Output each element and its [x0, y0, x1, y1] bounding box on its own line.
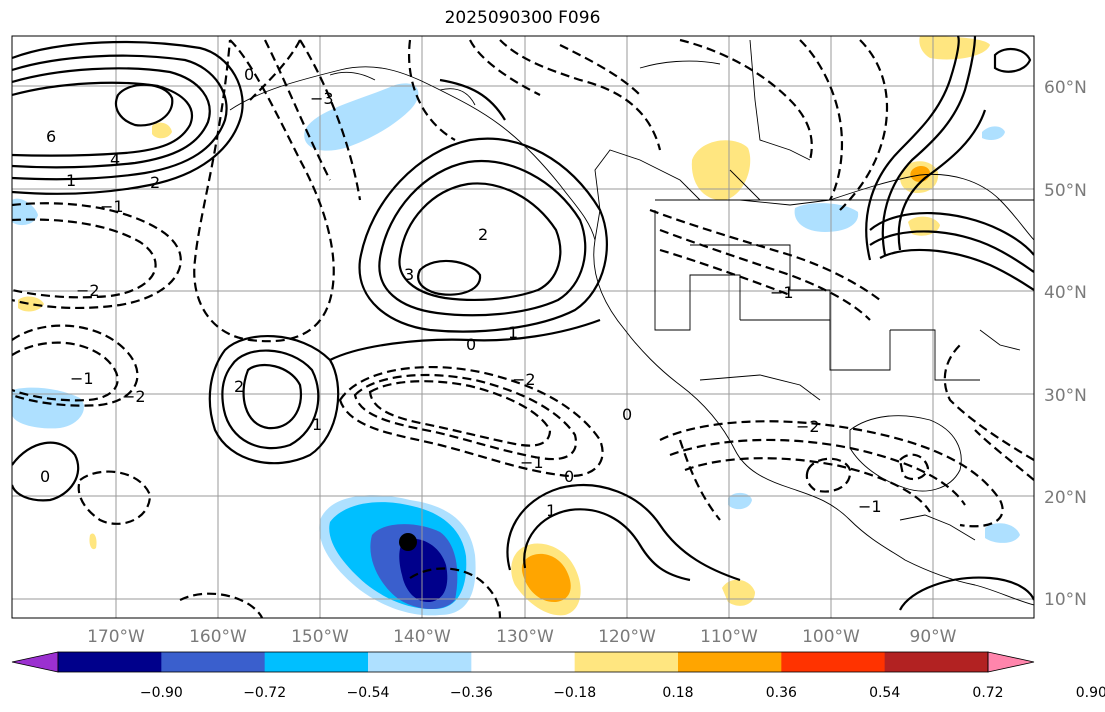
- contour-label: 3: [404, 265, 414, 284]
- contour-label: 0: [244, 65, 254, 84]
- colorbar: −0.90 −0.72 −0.54 −0.36 −0.18 0.18 0.36 0.54 0.7…: [11, 651, 1105, 701]
- lat-label: 30°N: [1044, 386, 1087, 406]
- contour-label: 2: [234, 377, 244, 396]
- contour-label: −1: [770, 283, 794, 302]
- colorbar-extend-high: [987, 651, 1035, 673]
- positive-shading-aleutian: [152, 122, 172, 139]
- lon-label: 120°W: [598, 627, 656, 647]
- negative-shading-canada-east: [982, 126, 1005, 140]
- colorbar-extend-low: [11, 651, 59, 673]
- lat-label: 40°N: [1044, 283, 1087, 303]
- map-title: 2025090300 F096: [444, 8, 601, 28]
- negative-shading-central-pacific-4: [399, 538, 448, 603]
- lat-label: 50°N: [1044, 181, 1087, 201]
- lon-label: 170°W: [87, 627, 145, 647]
- contour-label: −3: [310, 89, 334, 108]
- positive-shading-tiny: [89, 533, 97, 550]
- contour-label: 1: [508, 323, 518, 342]
- longitude-labels: 170°W 160°W 150°W 140°W 130°W 120°W 110°…: [87, 627, 957, 647]
- lon-label: 130°W: [496, 627, 554, 647]
- colorbar-tick-label: −0.72: [243, 685, 286, 701]
- lon-label: 150°W: [291, 627, 349, 647]
- colorbar-tick-label: 0.36: [766, 685, 797, 701]
- contour-label: 1: [312, 415, 322, 434]
- contour-label: −1: [70, 369, 94, 388]
- contour-label: 1: [546, 501, 556, 520]
- positive-shading-east-pacific-2: [521, 553, 571, 603]
- colorbar-tick-label: 0.18: [662, 685, 693, 701]
- map-frame: [11, 35, 1035, 619]
- dashed-contours: [12, 38, 1034, 618]
- colorbar-tick-label: −0.90: [140, 685, 183, 701]
- positive-shading-west-small: [18, 296, 44, 312]
- latitude-labels: 60°N 50°N 40°N 30°N 20°N 10°N: [1044, 78, 1087, 610]
- contour-label: −2: [76, 281, 100, 300]
- contour-label: −1: [100, 197, 124, 216]
- contour-label: 0: [622, 405, 632, 424]
- solid-contours: [12, 36, 1034, 611]
- lon-label: 110°W: [700, 627, 758, 647]
- lon-label: 160°W: [189, 627, 247, 647]
- contour-label: 0: [564, 467, 574, 486]
- colorbar-segment: [58, 652, 162, 672]
- colorbar-tick-label: −0.18: [553, 685, 596, 701]
- negative-shading-alaska: [304, 83, 419, 151]
- colorbar-tick-label: 0.90: [1076, 685, 1105, 701]
- contour-label: 0: [40, 467, 50, 486]
- colorbar-segment: [884, 652, 989, 672]
- colorbar-frame: [57, 651, 989, 673]
- colorbar-segment: [574, 652, 679, 672]
- shaded-anomaly-fields: [12, 36, 1020, 616]
- colorbar-segment: [781, 652, 886, 672]
- positive-shading-rockies: [691, 140, 751, 201]
- colorbar-tick-label: 0.72: [972, 685, 1003, 701]
- colorbar-segment: [471, 652, 576, 672]
- contour-label: −1: [858, 497, 882, 516]
- negative-shading-caribbean: [985, 523, 1020, 543]
- contour-labels: 6 4 2 1 0 −1 −2 −3 3 2 1 0 1 2 −2 −1 0 −…: [40, 65, 882, 520]
- contour-label: 1: [66, 171, 76, 190]
- colorbar-segment: [264, 652, 369, 672]
- colorbar-tick-label: 0.54: [869, 685, 900, 701]
- lon-label: 90°W: [910, 627, 957, 647]
- lon-label: 140°W: [393, 627, 451, 647]
- colorbar-segment: [161, 652, 266, 672]
- colorbar-segment: [368, 652, 472, 672]
- contour-label: 4: [110, 150, 120, 169]
- colorbar-segment: [678, 652, 782, 672]
- contour-label: −2: [796, 417, 820, 436]
- contour-label: −2: [122, 387, 146, 406]
- contour-label: −2: [512, 370, 536, 389]
- negative-shading-midwest: [794, 203, 859, 232]
- lon-label: 100°W: [802, 627, 860, 647]
- contour-label: 2: [478, 225, 488, 244]
- negative-shading-gulf: [728, 492, 752, 510]
- contour-label: 6: [46, 127, 56, 146]
- lat-label: 20°N: [1044, 488, 1087, 508]
- lat-label: 60°N: [1044, 78, 1087, 98]
- contour-label: 2: [150, 173, 160, 192]
- contour-label: −1: [520, 453, 544, 472]
- contour-label: 0: [466, 335, 476, 354]
- colorbar-tick-label: −0.54: [347, 685, 390, 701]
- colorbar-tick-label: −0.36: [450, 685, 493, 701]
- storm-center-marker: [399, 533, 417, 551]
- negative-shading-hawaii-west: [12, 387, 84, 429]
- lat-label: 10°N: [1044, 590, 1087, 610]
